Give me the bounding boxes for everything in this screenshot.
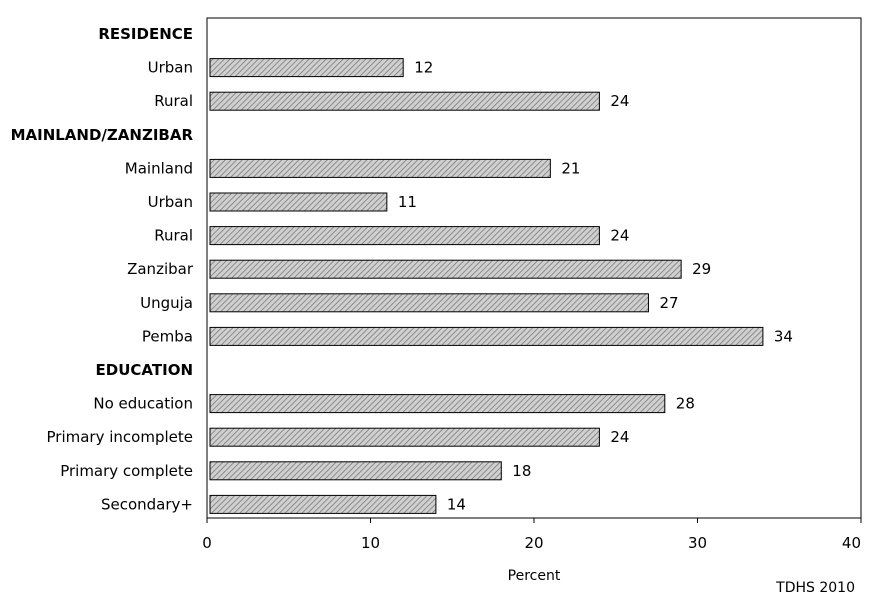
value-label: 21 xyxy=(561,159,580,177)
value-label: 24 xyxy=(610,227,629,245)
x-tick-label: 30 xyxy=(688,534,707,552)
value-label: 28 xyxy=(676,395,695,413)
value-label: 34 xyxy=(774,327,793,345)
group-header-label: EDUCATION xyxy=(96,361,193,379)
x-tick-label: 0 xyxy=(202,534,212,552)
x-tick-label: 40 xyxy=(842,534,861,552)
source-label: TDHS 2010 xyxy=(775,580,855,596)
x-tick-label: 20 xyxy=(524,534,543,552)
value-label: 27 xyxy=(659,294,678,312)
group-header-label: RESIDENCE xyxy=(98,25,193,43)
category-label: Primary incomplete xyxy=(47,428,193,446)
bar xyxy=(209,427,600,447)
category-label: Unguja xyxy=(140,294,193,312)
value-label: 18 xyxy=(512,462,531,480)
category-label: Urban xyxy=(148,59,193,77)
category-label: Urban xyxy=(148,193,193,211)
category-label: Primary complete xyxy=(60,462,193,480)
value-label: 11 xyxy=(398,193,417,211)
category-label: Mainland xyxy=(125,159,193,177)
group-header-label: MAINLAND/ZANZIBAR xyxy=(11,126,194,144)
category-label: Pemba xyxy=(142,327,193,345)
value-label: 14 xyxy=(447,495,466,513)
value-label: 12 xyxy=(414,59,433,77)
category-label: Secondary+ xyxy=(101,495,193,513)
bar xyxy=(209,461,502,481)
bar xyxy=(209,226,600,246)
bar xyxy=(209,293,649,313)
category-label: Zanzibar xyxy=(127,260,194,278)
x-tick-label: 10 xyxy=(361,534,380,552)
x-axis-title: Percent xyxy=(508,568,561,584)
bar xyxy=(209,394,666,414)
category-label: Rural xyxy=(154,92,193,110)
value-label: 29 xyxy=(692,260,711,278)
value-label: 24 xyxy=(610,92,629,110)
bar xyxy=(209,259,682,279)
bar xyxy=(209,494,437,514)
bar xyxy=(209,158,551,178)
bar xyxy=(209,91,600,111)
category-label: Rural xyxy=(154,227,193,245)
bar xyxy=(209,58,404,78)
bar xyxy=(209,192,388,212)
category-label: No education xyxy=(93,395,193,413)
value-label: 24 xyxy=(610,428,629,446)
bar xyxy=(209,326,764,346)
